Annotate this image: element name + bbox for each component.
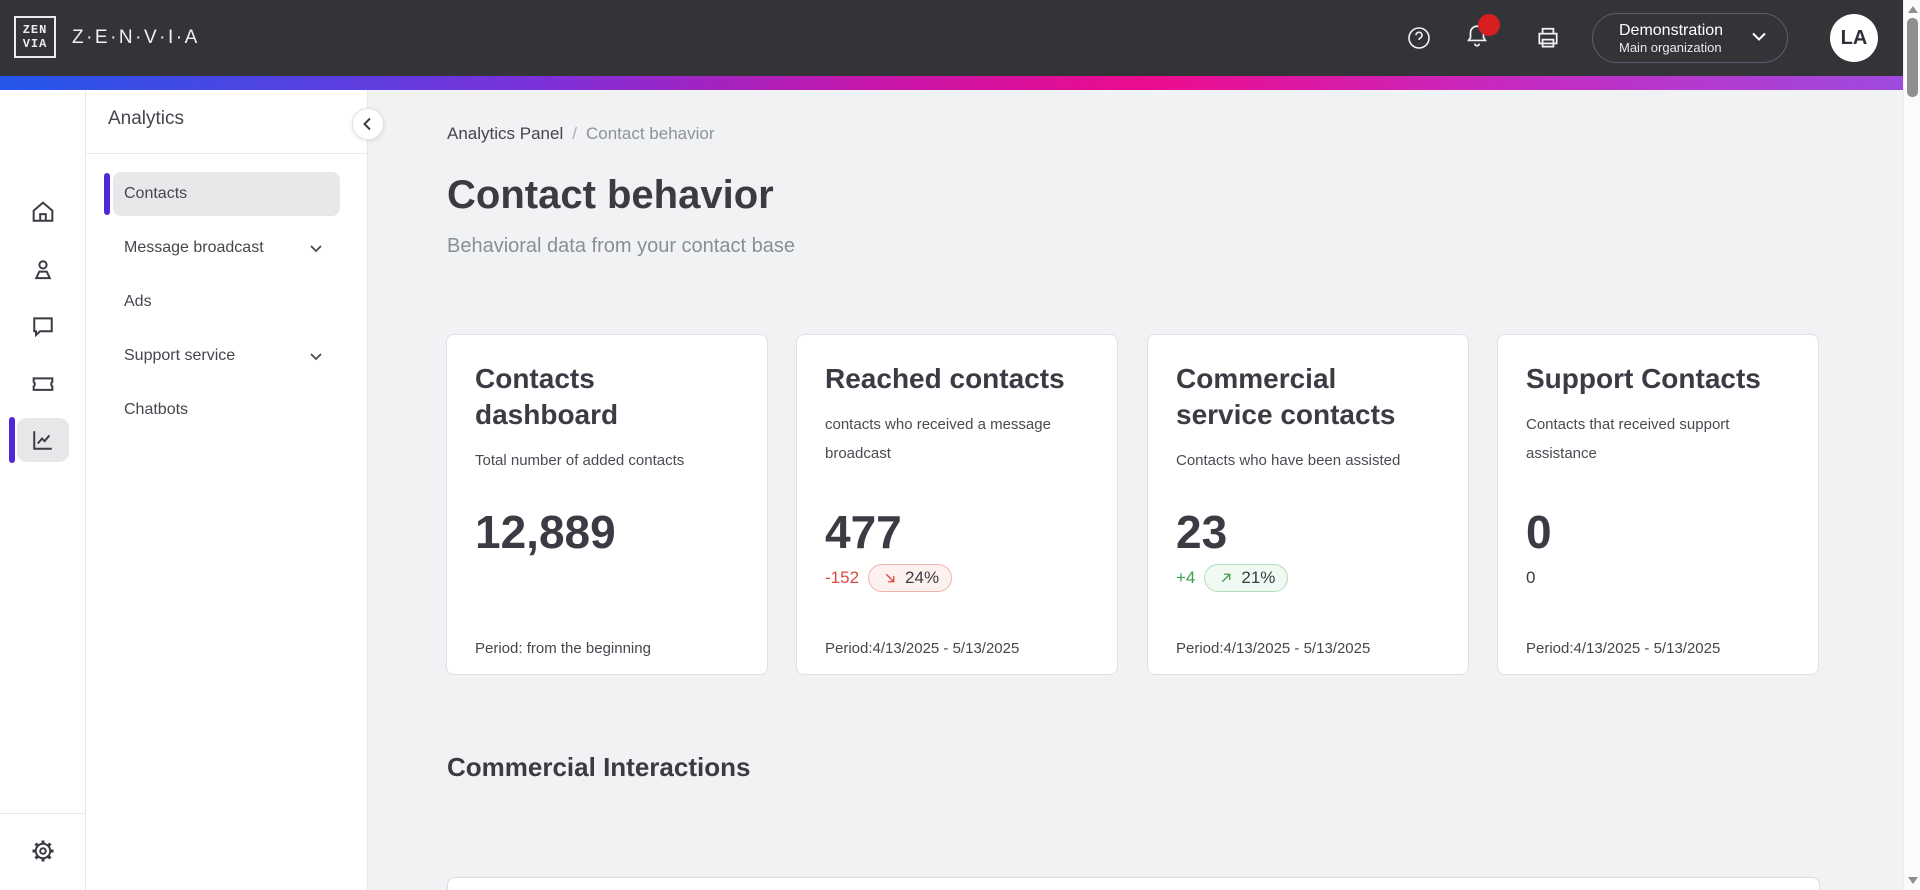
vertical-scrollbar[interactable]: [1903, 0, 1920, 890]
card-value: 23: [1176, 506, 1228, 558]
panel-item-contacts[interactable]: Contacts: [113, 172, 340, 216]
card-value: 12,889: [475, 506, 616, 558]
panel-item-label: Ads: [124, 293, 152, 310]
collapse-panel-button[interactable]: [352, 108, 384, 140]
delta-row: -152 24%: [825, 563, 953, 593]
active-menu-indicator: [104, 173, 110, 215]
settings-icon: [32, 840, 54, 862]
delta-value: +4: [1176, 568, 1196, 587]
scroll-down-arrow[interactable]: [1908, 877, 1918, 884]
active-rail-indicator: [9, 417, 15, 463]
breadcrumb: Analytics Panel / Contact behavior: [447, 124, 715, 144]
page-title: Contact behavior: [447, 173, 774, 217]
card-period: Period:4/13/2025 - 5/13/2025: [1526, 640, 1721, 657]
rail-item-conversations[interactable]: [17, 304, 69, 348]
contacts-icon: [34, 260, 52, 280]
card-support-contacts: Support Contacts Contacts that received …: [1497, 334, 1819, 675]
breadcrumb-current: Contact behavior: [585, 124, 715, 143]
topbar: ZEN VIA Z·E·N·V·I·A: [0, 0, 1920, 76]
icon-rail: [0, 90, 86, 890]
card-value: 0: [1526, 506, 1552, 558]
section-heading-commercial-interactions: Commercial Interactions: [447, 752, 751, 782]
chevron-left-icon: [363, 117, 371, 131]
brand-gradient-bar: [0, 76, 1920, 90]
card-period: Period: from the beginning: [475, 640, 651, 657]
delta-value: -152: [825, 568, 860, 587]
notifications-button[interactable]: [1457, 0, 1500, 76]
user-avatar[interactable]: LA: [1830, 14, 1878, 62]
badge-percent: 24%: [905, 568, 940, 587]
scrollbar-thumb[interactable]: [1907, 18, 1918, 97]
card-description: Contacts who have been assisted: [1176, 452, 1401, 469]
card-commercial-service-contacts: Commercial service contacts Contacts who…: [1147, 334, 1469, 675]
breadcrumb-separator: /: [572, 124, 577, 143]
card-title: Commercial service contacts: [1176, 363, 1396, 430]
badge-percent: 21%: [1241, 568, 1276, 587]
card-description: contacts who received a message broadcas…: [825, 416, 1051, 462]
arrow-up-right-icon: [1222, 573, 1231, 583]
chevron-down-icon: [310, 353, 322, 361]
organization-name: Demonstration: [1619, 21, 1724, 39]
card-period: Period:4/13/2025 - 5/13/2025: [1176, 640, 1371, 657]
print-icon: [1538, 27, 1558, 48]
trend-badge: 21%: [1204, 564, 1289, 592]
commercial-interactions-card: [447, 877, 1820, 890]
panel-item-ads[interactable]: Ads: [113, 280, 340, 324]
chevron-down-icon: [310, 245, 322, 253]
organization-selector[interactable]: Demonstration Main organization: [1592, 13, 1788, 63]
card-period: Period:4/13/2025 - 5/13/2025: [825, 640, 1020, 657]
trend-badge: 24%: [868, 564, 953, 592]
tickets-icon: [32, 377, 54, 391]
card-description: Contacts that received support assistanc…: [1526, 416, 1730, 462]
main-content: Analytics Panel / Contact behavior Conta…: [369, 90, 1903, 890]
card-title: Reached contacts: [825, 363, 1065, 394]
rail-item-analytics[interactable]: [17, 418, 69, 462]
logo-top-text: ZEN: [22, 22, 48, 37]
panel-item-chatbots[interactable]: Chatbots: [113, 388, 340, 432]
panel-item-label: Message broadcast: [124, 239, 264, 256]
notification-badge-dot: [1478, 13, 1500, 36]
delta-row: 0: [1526, 563, 1535, 593]
chevron-down-icon: [1747, 24, 1771, 53]
rail-item-tickets[interactable]: [17, 362, 69, 406]
card-title: Contacts dashboard: [475, 363, 619, 430]
panel-item-message-broadcast[interactable]: Message broadcast: [113, 226, 340, 270]
home-icon: [32, 201, 54, 222]
page-subtitle: Behavioral data from your contact base: [447, 235, 795, 257]
print-button[interactable]: [1528, 0, 1568, 76]
help-button[interactable]: [1399, 0, 1439, 76]
panel-item-label: Chatbots: [124, 401, 189, 418]
help-icon: [1408, 27, 1430, 49]
rail-item-home[interactable]: [17, 190, 69, 234]
breadcrumb-analytics-panel[interactable]: Analytics Panel: [447, 124, 564, 143]
delta-value: 0: [1526, 568, 1536, 587]
organization-subtitle: Main organization: [1619, 39, 1722, 55]
panel-item-label: Support service: [124, 347, 236, 364]
rail-divider: [0, 813, 86, 814]
panel-title: Analytics: [108, 108, 185, 129]
rail-item-contacts[interactable]: [17, 248, 69, 292]
conversations-icon: [33, 317, 53, 338]
arrow-down-right-icon: [885, 573, 895, 583]
analytics-panel: Analytics Contacts Message broadcast Ads…: [86, 90, 384, 890]
rail-item-settings[interactable]: [17, 829, 69, 873]
delta-row: +4 21%: [1176, 563, 1289, 593]
card-reached-contacts: Reached contacts contacts who received a…: [796, 334, 1118, 675]
logo-bottom-text: VIA: [22, 36, 48, 51]
card-title: Support Contacts: [1526, 363, 1761, 394]
panel-item-support-service[interactable]: Support service: [113, 334, 340, 378]
card-contacts-dashboard: Contacts dashboard Total number of added…: [446, 334, 768, 675]
card-description: Total number of added contacts: [475, 452, 685, 469]
card-value: 477: [825, 506, 902, 558]
panel-divider: [86, 153, 368, 154]
panel-item-label: Contacts: [124, 185, 188, 202]
scroll-up-arrow[interactable]: [1908, 6, 1918, 13]
analytics-icon: [33, 431, 52, 450]
brand-wordmark: Z·E·N·V·I·A: [72, 27, 200, 48]
zenvia-logo-icon[interactable]: ZEN VIA: [14, 16, 56, 58]
